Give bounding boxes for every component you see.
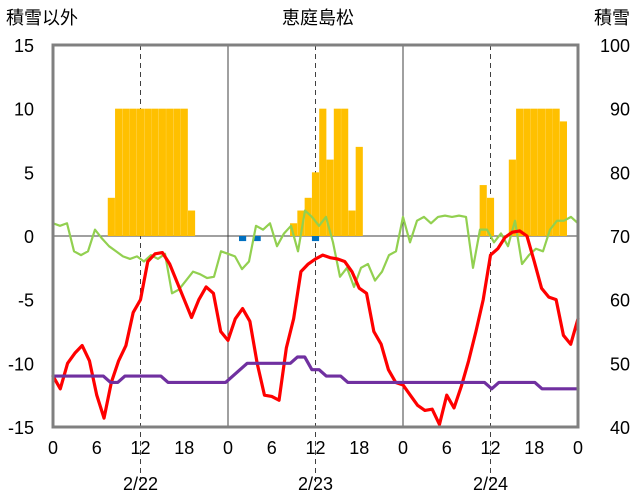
snowfall-bar — [304, 197, 312, 236]
snowfall-bar — [166, 108, 174, 236]
snowfall-bar — [297, 210, 305, 236]
snowfall-bar — [516, 108, 524, 236]
x-tick-label: 12 — [305, 438, 325, 458]
snowfall-bar — [559, 121, 567, 236]
x-tick-label: 0 — [398, 438, 408, 458]
snowfall-bar — [508, 159, 516, 236]
right-tick-label: 50 — [610, 354, 630, 374]
date-label: 2/23 — [298, 474, 333, 494]
right-tick-label: 100 — [600, 36, 630, 56]
x-tick-label: 0 — [223, 438, 233, 458]
snowfall-bar — [158, 108, 166, 236]
left-tick-label: 10 — [14, 100, 34, 120]
snowfall-bar — [115, 108, 123, 236]
snowfall-bar — [107, 197, 115, 236]
chart-title: 恵庭島松 — [282, 8, 354, 28]
date-label: 2/24 — [473, 474, 508, 494]
right-tick-label: 70 — [610, 227, 630, 247]
snowfall-bar — [180, 108, 188, 236]
snowfall-bar — [173, 108, 181, 236]
snowfall-bar — [326, 159, 334, 236]
snowfall-bar — [290, 223, 298, 236]
left-tick-label: 5 — [24, 163, 34, 183]
right-tick-label: 40 — [610, 418, 630, 438]
snowfall-bar — [355, 146, 363, 236]
snowfall-bar — [333, 108, 341, 236]
date-label: 2/22 — [123, 474, 158, 494]
snowfall-bar — [319, 108, 327, 236]
x-tick-label: 6 — [92, 438, 102, 458]
snowfall-bar — [530, 108, 538, 236]
snowfall-bar — [486, 197, 495, 236]
left-tick-label: 0 — [24, 227, 34, 247]
snowfall-bar — [129, 108, 137, 236]
right-axis-label: 積雪 — [594, 8, 630, 28]
right-tick-label: 80 — [610, 163, 630, 183]
snowfall-bar — [523, 108, 531, 236]
precipitation-bar — [239, 236, 247, 242]
snowfall-bar — [341, 108, 349, 236]
snowfall-bar — [187, 210, 196, 236]
snowfall-bar — [537, 108, 546, 236]
x-tick-label: 0 — [573, 438, 583, 458]
snowfall-bar — [545, 108, 553, 236]
snowfall-bar — [144, 108, 152, 236]
left-tick-label: -15 — [8, 418, 34, 438]
x-tick-label: 0 — [48, 438, 58, 458]
snowfall-bar — [136, 108, 145, 236]
snow_depth-line — [51, 355, 580, 391]
left-axis-label: 積雪以外 — [6, 8, 78, 28]
snowfall-bar — [479, 185, 487, 236]
wind_speed-line — [51, 209, 580, 295]
plot-frame — [51, 43, 580, 429]
x-tick-label: 18 — [524, 438, 544, 458]
x-tick-label: 12 — [130, 438, 150, 458]
x-tick-label: 18 — [349, 438, 369, 458]
x-tick-label: 6 — [442, 438, 452, 458]
temperature-line — [51, 229, 580, 427]
left-tick-label: 15 — [14, 36, 34, 56]
snowfall-bar — [122, 108, 130, 236]
snowfall-bar — [552, 108, 560, 236]
right-tick-label: 90 — [610, 100, 630, 120]
snowfall-bar — [311, 172, 320, 236]
precipitation-bar — [311, 236, 320, 242]
snowfall-bar — [348, 210, 356, 236]
x-tick-label: 12 — [480, 438, 500, 458]
x-tick-label: 6 — [267, 438, 277, 458]
right-tick-label: 60 — [610, 291, 630, 311]
left-tick-label: -5 — [18, 291, 34, 311]
left-tick-label: -10 — [8, 354, 34, 374]
x-tick-label: 18 — [174, 438, 194, 458]
precipitation-bar — [253, 236, 261, 242]
snowfall-bar — [151, 108, 159, 236]
